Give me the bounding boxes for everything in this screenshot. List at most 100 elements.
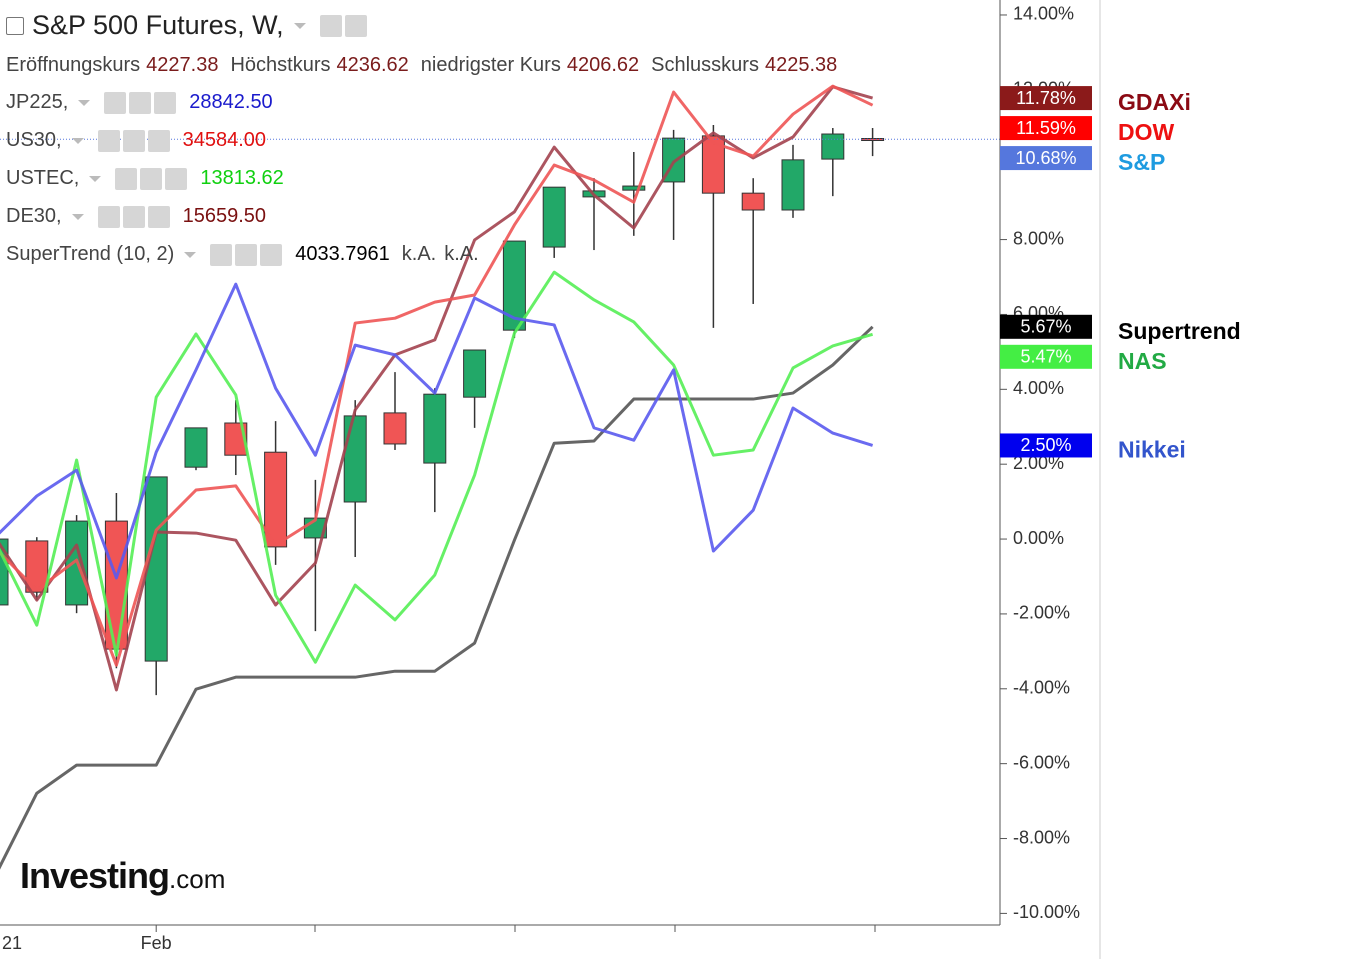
series-line (0, 270, 874, 664)
eye-icon[interactable] (319, 14, 342, 37)
caret[interactable] (89, 175, 102, 182)
study-value: 34584.00 (182, 129, 267, 151)
study-name: USTEC, (6, 167, 80, 189)
caret[interactable] (78, 99, 91, 106)
y-tick-label: 14.00% (1013, 4, 1074, 24)
caret[interactable] (184, 251, 197, 258)
candle-body (144, 476, 168, 662)
eye-icon[interactable] (97, 129, 120, 152)
title-row: S&P 500 Futures, W, (6, 10, 370, 41)
study-extra: k.A. (444, 243, 479, 265)
study-value: 13813.62 (200, 167, 284, 189)
price-badge (1000, 116, 1092, 141)
legend-label: Nikkei (1118, 437, 1186, 463)
gear-icon[interactable] (140, 167, 163, 190)
price-badge (1000, 344, 1092, 369)
y-tick-label: 2.00% (1013, 453, 1064, 473)
watermark-brand: Investing (20, 855, 170, 896)
candle-body (622, 185, 646, 191)
study-row: SuperTrend (10, 2) 4033.7961 k.A. k.A. (6, 243, 487, 266)
caret[interactable] (293, 22, 306, 29)
price-badge (1000, 146, 1092, 171)
candle-body (741, 192, 765, 211)
candle-body (383, 412, 407, 445)
study-name: SuperTrend (10, 2) (6, 243, 175, 265)
y-tick-label: -4.00% (1013, 678, 1070, 698)
gear-icon[interactable] (235, 243, 258, 266)
study-value: 15659.50 (182, 205, 267, 227)
study-name: JP225, (6, 91, 69, 113)
legend-label: NAS (1118, 348, 1167, 374)
gear-icon[interactable] (129, 91, 152, 114)
eye-icon[interactable] (104, 91, 127, 114)
gear-icon[interactable] (344, 14, 367, 37)
y-tick-label: -8.00% (1013, 827, 1070, 847)
candle-body (502, 240, 526, 331)
price-badge (1000, 86, 1092, 111)
legend-label: S&P (1118, 149, 1165, 175)
legend-label: Supertrend (1118, 318, 1241, 344)
price-badge (1000, 314, 1092, 339)
legend-label: DOW (1118, 119, 1175, 145)
x-tick-label: Feb (141, 933, 172, 953)
close-icon[interactable] (154, 91, 177, 114)
candle-body (184, 427, 208, 468)
y-tick-label: -2.00% (1013, 603, 1070, 623)
close-icon[interactable] (147, 205, 170, 228)
candle-body (463, 349, 487, 398)
ohlc-label: Eröffnungskurs (6, 54, 141, 76)
candle-body (423, 393, 447, 464)
candle-body (264, 451, 288, 548)
caret[interactable] (71, 213, 84, 220)
study-name: DE30, (6, 205, 62, 227)
gear-icon[interactable] (122, 129, 145, 152)
close-icon[interactable] (165, 167, 188, 190)
series-line (0, 282, 874, 580)
watermark: Investing.com (20, 855, 225, 897)
eye-icon[interactable] (210, 243, 233, 266)
study-row: US30, 34584.00 (6, 129, 278, 152)
study-value: 4033.7961 (295, 243, 390, 265)
ohlc-row: Eröffnungskurs 4227.38 Höchstkurs 4236.62 ni… (6, 54, 849, 77)
candle-body (542, 186, 566, 248)
close-icon[interactable] (260, 243, 283, 266)
badge-label: 11.78% (1016, 88, 1076, 108)
badge-label: 10.68% (1015, 148, 1076, 168)
y-tick-label: 4.00% (1013, 378, 1064, 398)
badge-label: 2.50% (1020, 435, 1071, 455)
x-tick-label: 21 (2, 933, 22, 953)
eye-icon[interactable] (97, 205, 120, 228)
price-badge (1000, 433, 1092, 458)
study-row: DE30, 15659.50 (6, 205, 278, 228)
candle-body (343, 415, 367, 503)
series-line (0, 85, 874, 692)
title: S&P 500 Futures, W, (32, 10, 284, 40)
ohlc-value: 4236.62 (336, 54, 409, 76)
collapse-icon[interactable] (6, 16, 24, 35)
x-ticks (314, 925, 876, 932)
study-value: 28842.50 (189, 91, 273, 113)
close-icon[interactable] (147, 129, 170, 152)
candle-body (701, 135, 725, 194)
series-line (0, 84, 874, 667)
ohlc-label: niedrigster Kurs (420, 54, 561, 76)
badge-label: 11.59% (1016, 118, 1076, 138)
y-tick-label: -6.00% (1013, 752, 1070, 772)
y-tick-label: -10.00% (1013, 902, 1080, 922)
ohlc-label: Höchstkurs (230, 54, 331, 76)
study-extra: k.A. (401, 243, 437, 265)
candle-body (104, 520, 128, 650)
ohlc-value: 4227.38 (146, 54, 219, 76)
y-tick-label: 0.00% (1013, 528, 1064, 548)
candle-body (781, 159, 805, 211)
candle-body (25, 540, 49, 593)
gear-icon[interactable] (122, 205, 145, 228)
eye-icon[interactable] (115, 167, 138, 190)
badge-label: 5.67% (1020, 317, 1071, 337)
legend-label: GDAXi (1118, 89, 1191, 115)
study-row: JP225, 28842.50 (6, 91, 285, 114)
candle-body (0, 538, 9, 606)
caret[interactable] (71, 137, 84, 144)
